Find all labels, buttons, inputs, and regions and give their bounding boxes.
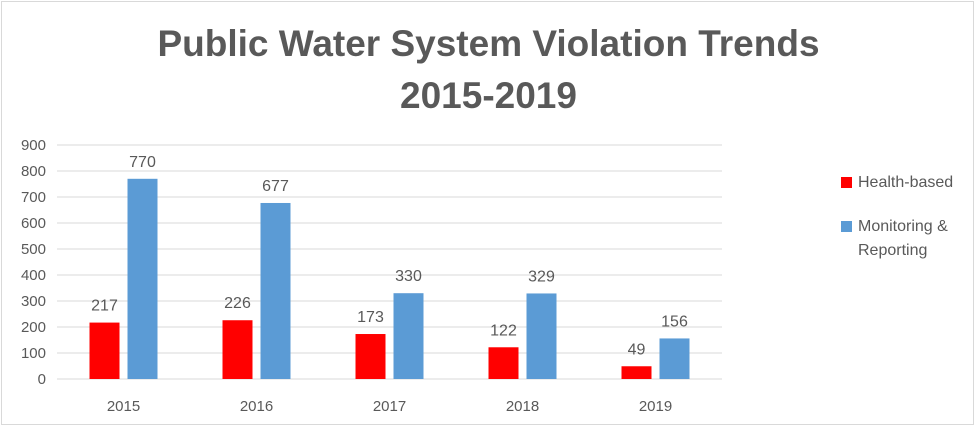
data-label-health-based-2019: 49 [628, 341, 646, 358]
data-label-monitoring-reporting-2016: 677 [262, 178, 289, 195]
legend-label-monitoring-reporting: Monitoring & Reporting [858, 218, 948, 259]
y-tick-label-400: 400 [21, 267, 46, 284]
y-tick-label-900: 900 [21, 137, 46, 154]
y-tick-label-800: 800 [21, 163, 46, 180]
chart-legend: Health-based Monitoring & Reporting [841, 171, 971, 283]
bar-monitoring-reporting-2018 [526, 293, 557, 379]
x-tick-label-2015: 2015 [107, 398, 140, 415]
legend-label-health-based: Health-based [858, 174, 954, 191]
bar-monitoring-reporting-2016 [260, 202, 291, 379]
y-tick-label-200: 200 [21, 319, 46, 336]
legend-item-health-based: Health-based [841, 171, 971, 195]
chart-title: Public Water System Violation Trends 201… [0, 18, 977, 122]
legend-swatch-monitoring-reporting [841, 221, 852, 232]
data-label-monitoring-reporting-2019: 156 [661, 313, 688, 330]
x-tick-label-2017: 2017 [373, 398, 406, 415]
data-label-monitoring-reporting-2017: 330 [395, 268, 422, 285]
bar-monitoring-reporting-2019 [659, 338, 690, 379]
bar-health-based-2016 [222, 320, 253, 379]
data-label-health-based-2017: 173 [357, 309, 384, 326]
y-tick-label-700: 700 [21, 189, 46, 206]
data-label-monitoring-reporting-2015: 770 [129, 154, 156, 171]
bar-monitoring-reporting-2017 [393, 293, 424, 379]
chart-title-line-2: 2015-2019 [400, 75, 577, 116]
legend-swatch-health-based [841, 177, 852, 188]
data-label-health-based-2016: 226 [224, 295, 251, 312]
y-tick-label-600: 600 [21, 215, 46, 232]
legend-item-monitoring-reporting: Monitoring & Reporting [841, 215, 971, 263]
y-tick-label-500: 500 [21, 241, 46, 258]
bar-health-based-2019 [621, 366, 652, 379]
bar-health-based-2015 [89, 322, 120, 379]
data-label-health-based-2018: 122 [490, 322, 517, 339]
x-tick-label-2016: 2016 [240, 398, 273, 415]
data-label-monitoring-reporting-2018: 329 [528, 268, 555, 285]
bar-health-based-2018 [488, 347, 519, 379]
y-tick-label-0: 0 [38, 371, 46, 388]
bar-health-based-2017 [355, 334, 386, 379]
y-tick-label-300: 300 [21, 293, 46, 310]
bar-monitoring-reporting-2015 [127, 178, 158, 379]
data-label-health-based-2015: 217 [91, 298, 118, 315]
x-tick-label-2018: 2018 [506, 398, 539, 415]
x-tick-label-2019: 2019 [639, 398, 672, 415]
chart-title-line-1: Public Water System Violation Trends [157, 23, 820, 64]
y-tick-label-100: 100 [21, 345, 46, 362]
